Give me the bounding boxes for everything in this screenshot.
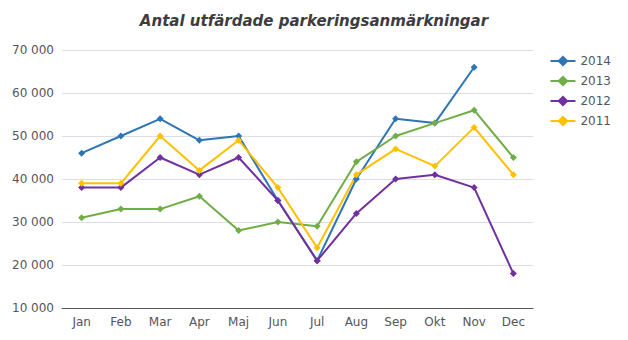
svg-text:Dec: Dec <box>502 315 525 329</box>
svg-text:40 000: 40 000 <box>12 172 54 186</box>
svg-text:Nov: Nov <box>462 315 485 329</box>
svg-text:Sep: Sep <box>384 315 407 329</box>
svg-text:Jan: Jan <box>71 315 91 329</box>
svg-text:Mar: Mar <box>149 315 172 329</box>
svg-text:30 000: 30 000 <box>12 215 54 229</box>
svg-text:2013: 2013 <box>580 74 611 88</box>
svg-text:Antal utfärdade parkeringsanmä: Antal utfärdade parkeringsanmärkningar <box>139 12 490 30</box>
svg-text:Feb: Feb <box>110 315 131 329</box>
svg-text:Maj: Maj <box>228 315 249 329</box>
svg-text:2014: 2014 <box>580 54 611 68</box>
svg-text:60 000: 60 000 <box>12 86 54 100</box>
svg-text:2012: 2012 <box>580 94 611 108</box>
svg-text:Apr: Apr <box>189 315 210 329</box>
svg-text:50 000: 50 000 <box>12 129 54 143</box>
svg-text:Jul: Jul <box>309 315 324 329</box>
svg-text:20 000: 20 000 <box>12 258 54 272</box>
svg-text:Jun: Jun <box>268 315 288 329</box>
svg-text:70 000: 70 000 <box>12 43 54 57</box>
svg-text:Okt: Okt <box>424 315 445 329</box>
svg-text:10 000: 10 000 <box>12 301 54 315</box>
svg-text:2011: 2011 <box>580 114 611 128</box>
svg-text:Aug: Aug <box>345 315 368 329</box>
